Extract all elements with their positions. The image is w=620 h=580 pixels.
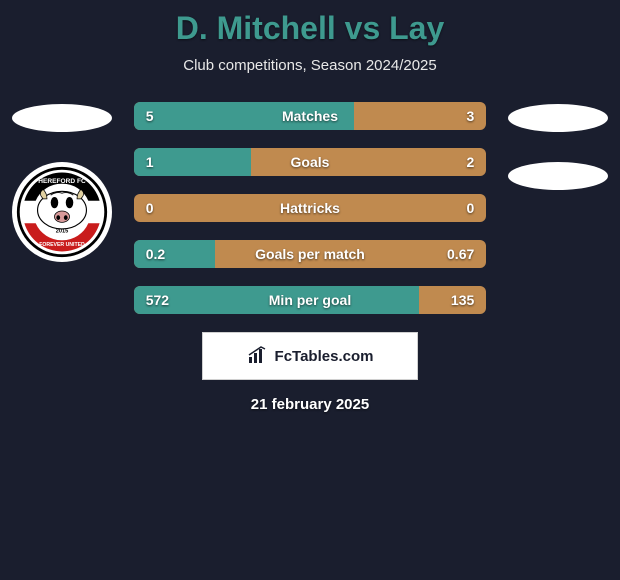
brand-text: FcTables.com xyxy=(275,348,374,365)
stat-label: Goals per match xyxy=(134,246,487,262)
stats-bars: 5 Matches 3 1 Goals 2 0 Hattricks 0 0.2 … xyxy=(134,102,487,314)
stat-value-right: 0.67 xyxy=(447,246,474,262)
stat-value-right: 135 xyxy=(451,292,474,308)
club-badge-placeholder-right xyxy=(508,162,608,190)
stat-label: Hattricks xyxy=(134,200,487,216)
stat-value-right: 0 xyxy=(466,200,474,216)
club-badge-left: HEREFORD FC FOREVER UNITED 2015 xyxy=(12,162,112,262)
player-photo-placeholder-right xyxy=(508,104,608,132)
left-column: HEREFORD FC FOREVER UNITED 2015 xyxy=(8,102,116,262)
shield-icon: HEREFORD FC FOREVER UNITED 2015 xyxy=(15,165,109,259)
stat-bar: 0 Hattricks 0 xyxy=(134,194,487,222)
svg-text:2015: 2015 xyxy=(56,229,69,235)
stat-label: Min per goal xyxy=(134,292,487,308)
stat-bar: 0.2 Goals per match 0.67 xyxy=(134,240,487,268)
stat-value-right: 2 xyxy=(466,154,474,170)
stat-bar: 5 Matches 3 xyxy=(134,102,487,130)
stat-label: Matches xyxy=(134,108,487,124)
svg-text:FOREVER UNITED: FOREVER UNITED xyxy=(39,242,85,248)
right-column xyxy=(504,102,612,190)
stat-bar: 572 Min per goal 135 xyxy=(134,286,487,314)
player-photo-placeholder-left xyxy=(12,104,112,132)
brand-box: FcTables.com xyxy=(202,332,418,380)
date-line: 21 february 2025 xyxy=(0,396,620,413)
stat-bar: 1 Goals 2 xyxy=(134,148,487,176)
bar-chart-icon xyxy=(247,345,269,367)
subtitle: Club competitions, Season 2024/2025 xyxy=(0,57,620,74)
stat-value-right: 3 xyxy=(466,108,474,124)
content-row: HEREFORD FC FOREVER UNITED 2015 5 Matche… xyxy=(0,102,620,314)
stat-label: Goals xyxy=(134,154,487,170)
page-title: D. Mitchell vs Lay xyxy=(0,0,620,47)
svg-text:HEREFORD FC: HEREFORD FC xyxy=(38,178,86,185)
